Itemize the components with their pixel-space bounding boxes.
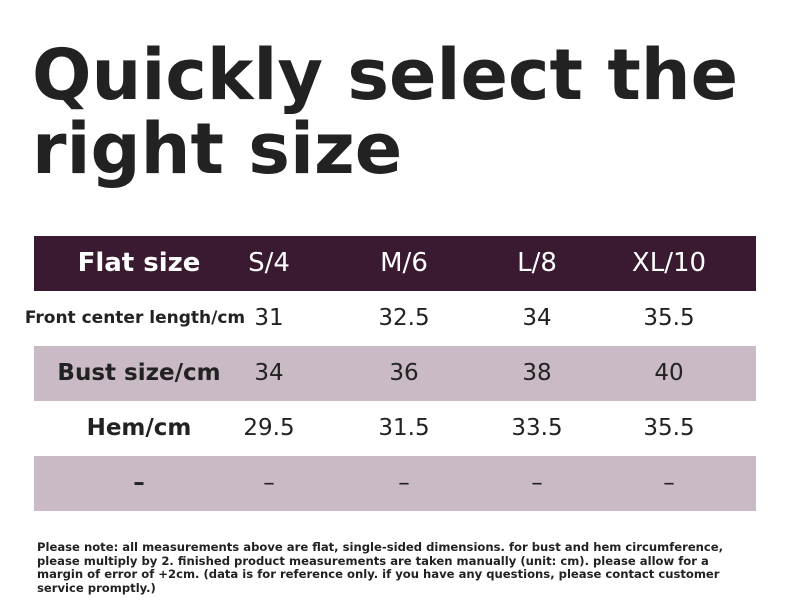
table-cell: 36 [389,360,419,386]
header-size-xl: XL/10 [631,248,707,278]
title-line-1: Quickly select the [32,34,739,116]
row-label-front-length: Front center length/cm [24,308,246,328]
header-size-l: L/8 [517,248,557,278]
title-line-2: right size [32,108,403,190]
table-cell: 40 [654,360,684,386]
table-cell: 38 [522,360,552,386]
row-label-empty: – [133,470,145,496]
table-cell: 35.5 [643,305,695,331]
table-cell: 34 [522,305,552,331]
size-table: Flat size S/4 M/6 L/8 XL/10 Front center… [25,236,756,511]
table-cell: – [398,470,410,496]
table-cell: – [663,470,675,496]
page-title: Quickly select the right size [18,34,739,190]
row-label-bust: Bust size/cm [57,360,221,386]
table-cell: 32.5 [378,305,430,331]
table-row: Bust size/cm 34 36 38 40 [34,346,756,401]
measurement-note: Please note: all measurements above are … [37,540,724,595]
table-cell: 35.5 [643,415,695,441]
table-cell: – [531,470,543,496]
table-cell: – [263,470,275,496]
table-cell: 34 [254,360,284,386]
size-table-header: Flat size S/4 M/6 L/8 XL/10 [34,236,756,291]
table-cell: 31 [254,305,284,331]
table-cell: 33.5 [511,415,563,441]
row-label-hem: Hem/cm [86,415,192,441]
header-size-s: S/4 [248,248,290,278]
header-size-m: M/6 [380,248,428,278]
table-cell: 29.5 [243,415,295,441]
table-row: Hem/cm 29.5 31.5 33.5 35.5 [34,401,756,456]
header-label: Flat size [77,248,201,278]
table-row: – – – – – [34,456,756,511]
table-cell: 31.5 [378,415,430,441]
table-row: Front center length/cm 31 32.5 34 35.5 [25,291,756,346]
